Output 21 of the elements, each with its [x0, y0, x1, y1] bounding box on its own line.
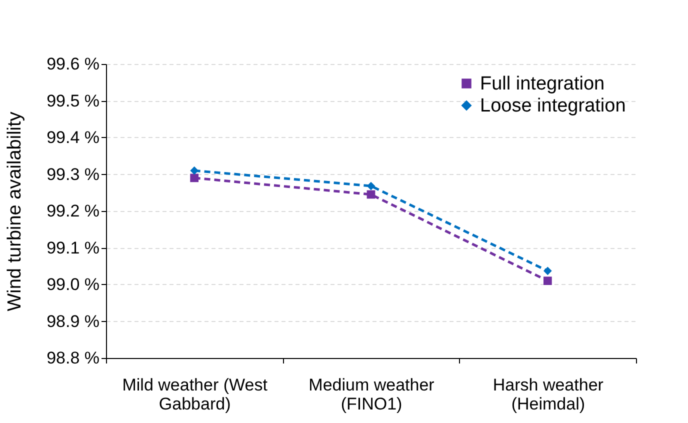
legend-label: Full integration	[480, 74, 605, 94]
point	[543, 276, 552, 286]
y-tick-label: 98.9 %	[46, 312, 100, 331]
y-tick-label: 99.4 %	[46, 128, 100, 147]
y-tick-label: 99.0 %	[46, 275, 100, 294]
point	[190, 174, 199, 182]
y-axis-title: Wind turbine availability	[4, 111, 26, 312]
point	[366, 182, 376, 190]
y-tick-label: 99.3 %	[46, 164, 100, 184]
point	[543, 266, 552, 276]
y-tick-label: 99.2 %	[46, 202, 100, 220]
x-tick-label: Mild weather (West Gabbard)	[122, 376, 268, 414]
x-tick-label: Harsh weather (Heimdal)	[492, 376, 604, 414]
point	[190, 166, 199, 175]
y-tick-label: 99.6 %	[46, 54, 100, 74]
legend-label: Loose integration	[480, 96, 626, 116]
y-tick-label: 99.1 %	[46, 238, 100, 258]
y-tick-label: 99.5 %	[46, 91, 100, 110]
point	[366, 190, 376, 199]
y-tick-label: 98.8 %	[46, 348, 100, 368]
x-tick-label: Medium weather (FINO1)	[308, 376, 435, 414]
